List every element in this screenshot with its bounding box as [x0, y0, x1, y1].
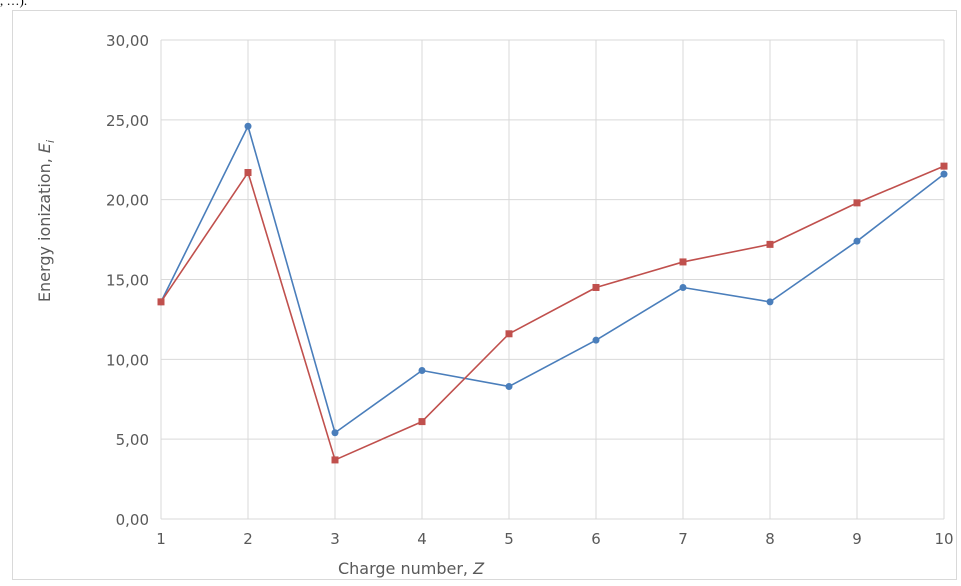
data-point-circle [505, 382, 513, 390]
data-point-square [331, 456, 339, 464]
corner-text-fragment: , …). [0, 0, 28, 8]
horizontal-gridlines [161, 39, 944, 520]
x-tick-label: 5 [504, 530, 514, 548]
data-point-circle [940, 170, 948, 178]
x-tick-label: 10 [934, 530, 953, 548]
y-tick-label: 15,00 [106, 272, 149, 290]
data-point-square [244, 169, 252, 177]
x-tick-label: 9 [852, 530, 862, 548]
data-point-square [766, 240, 774, 248]
series-2 [157, 162, 948, 464]
data-point-square [592, 283, 600, 291]
series-1 [157, 122, 948, 437]
data-point-circle [766, 298, 774, 306]
line-chart: 0,00 5,00 10,00 15,00 20,00 25,00 30,00 1 2 3 4 5 6… [35, 32, 954, 578]
data-point-square [418, 418, 426, 426]
x-axis-tick-labels: 1 2 3 4 5 6 7 8 9 10 [156, 530, 953, 548]
x-axis-label: Charge number, Z [338, 559, 485, 578]
data-point-square [505, 330, 513, 338]
x-tick-label: 8 [765, 530, 775, 548]
data-point-square [679, 258, 687, 266]
data-point-circle [331, 429, 339, 437]
x-tick-label: 4 [417, 530, 427, 548]
data-point-circle [679, 283, 687, 291]
y-tick-label: 20,00 [106, 192, 149, 210]
data-point-circle [244, 122, 252, 130]
data-point-circle [592, 336, 600, 344]
x-tick-label: 6 [591, 530, 601, 548]
data-point-circle [853, 237, 861, 245]
y-axis-tick-labels: 0,00 5,00 10,00 15,00 20,00 25,00 30,00 [106, 32, 149, 529]
x-tick-label: 7 [678, 530, 688, 548]
series-line [160, 165, 945, 461]
vertical-gridlines [160, 40, 945, 519]
y-tick-label: 25,00 [106, 112, 149, 130]
x-tick-label: 2 [243, 530, 253, 548]
chart-frame: 0,00 5,00 10,00 15,00 20,00 25,00 30,00 1 2 3 4 5 6… [12, 10, 957, 580]
series-layer [157, 122, 948, 464]
series-line [160, 125, 945, 434]
y-tick-label: 10,00 [106, 351, 149, 369]
data-point-square [157, 298, 165, 306]
y-axis-label: Energy ionization, Ei [35, 140, 57, 302]
x-tick-label: 1 [156, 530, 166, 548]
data-point-square [853, 199, 861, 207]
y-tick-label: 0,00 [116, 511, 149, 529]
x-tick-label: 3 [330, 530, 340, 548]
data-point-circle [418, 367, 426, 375]
data-point-square [940, 162, 948, 170]
y-tick-label: 5,00 [116, 431, 149, 449]
y-tick-label: 30,00 [106, 32, 149, 50]
